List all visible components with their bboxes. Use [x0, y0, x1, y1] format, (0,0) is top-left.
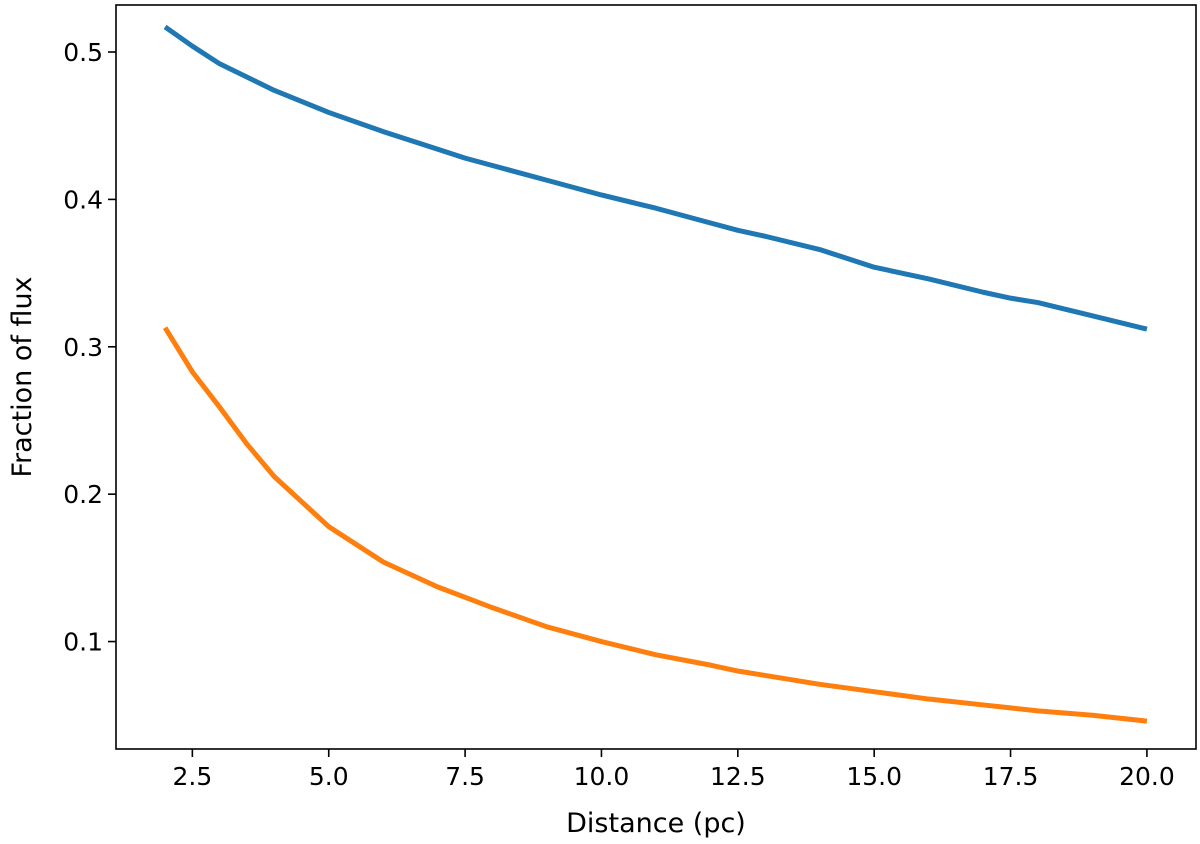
x-tick-label: 10.0: [574, 762, 630, 791]
x-tick-label: 7.5: [445, 762, 485, 791]
y-tick-label: 0.2: [63, 480, 103, 509]
series-layer: [162, 24, 1148, 724]
y-tick-label: 0.4: [63, 185, 103, 214]
y-tick-label: 0.1: [63, 628, 103, 657]
x-axis-ticks: 2.5 5.0 7.5 10.0 12.5 15.0 17.5 20.0: [172, 749, 1175, 791]
x-tick-label: 2.5: [172, 762, 212, 791]
x-tick-label: 5.0: [309, 762, 349, 791]
y-tick-label: 0.5: [63, 38, 103, 67]
y-axis-label: Fraction of flux: [7, 276, 38, 477]
y-axis-ticks: 0.1 0.2 0.3 0.4 0.5: [63, 38, 116, 657]
y-tick-label: 0.3: [63, 333, 103, 362]
x-tick-label: 15.0: [846, 762, 902, 791]
series-line-1: [163, 24, 1148, 332]
x-axis-label: Distance (pc): [566, 808, 746, 839]
series-line-2: [162, 326, 1148, 724]
plot-frame: [115, 4, 1197, 750]
x-tick-label: 17.5: [983, 762, 1039, 791]
x-tick-label: 20.0: [1119, 762, 1175, 791]
x-tick-label: 12.5: [710, 762, 766, 791]
